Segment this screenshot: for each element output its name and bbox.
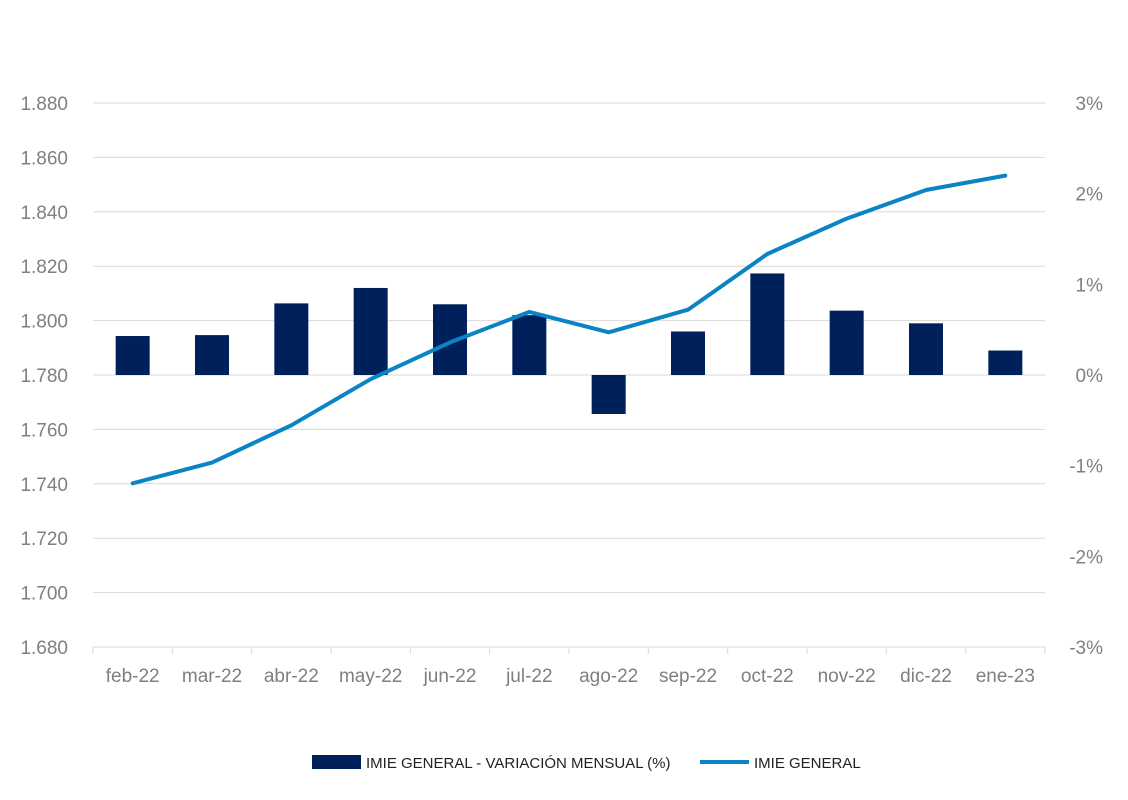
x-tick-label: jun-22 [423,666,477,687]
bar [195,335,229,375]
legend: IMIE GENERAL - VARIACIÓN MENSUAL (%) IMI… [312,755,861,772]
right-axis-ticks: -3% -2% -1% 0% 1% 2% 3% [1069,94,1103,659]
x-tick-label: sep-22 [659,666,717,687]
line-series [130,173,1008,486]
legend-bar-swatch [312,755,361,769]
bar [353,287,388,375]
bar [671,331,705,375]
left-tick-label: 1.820 [20,257,68,278]
right-tick-label: -1% [1069,457,1103,478]
left-tick-label: 1.740 [20,475,68,496]
left-axis-ticks: 1.680 1.700 1.720 1.740 1.760 1.780 1.800 1.820… [20,94,68,659]
left-tick-label: 1.800 [20,312,68,333]
bar-series [115,273,1023,414]
right-tick-label: -2% [1069,547,1103,568]
bar [750,273,785,375]
x-tick-label: jul-22 [505,666,552,687]
x-tick-label: may-22 [339,666,402,687]
bar [909,323,943,375]
right-tick-label: 3% [1076,94,1104,115]
left-tick-label: 1.840 [20,203,68,224]
left-tick-label: 1.720 [20,529,68,550]
bar [115,336,150,375]
legend-bar-label: IMIE GENERAL - VARIACIÓN MENSUAL (%) [366,755,671,772]
left-tick-label: 1.780 [20,366,68,387]
bar [274,303,309,375]
left-tick-label: 1.700 [20,584,68,605]
x-tick-label: feb-22 [106,666,160,687]
x-tick-label: ago-22 [579,666,638,687]
x-tick-label: mar-22 [182,666,242,687]
x-tick-label: dic-22 [900,666,952,687]
x-tick-label: oct-22 [741,666,794,687]
x-tick-label: ene-23 [976,666,1035,687]
right-tick-label: 1% [1076,275,1104,296]
x-axis-ticks: feb-22 mar-22 abr-22 may-22 jun-22 jul-22 ago-… [106,666,1035,687]
series-line [130,173,1008,486]
left-tick-label: 1.880 [20,94,68,115]
legend-line-label: IMIE GENERAL [754,755,861,772]
x-tick-label: nov-22 [818,666,876,687]
left-tick-label: 1.680 [20,638,68,659]
right-tick-label: 0% [1076,366,1104,387]
left-tick-label: 1.760 [20,420,68,441]
left-tick-label: 1.860 [20,148,68,169]
x-tick-label: abr-22 [264,666,319,687]
bar [829,310,864,375]
right-tick-label: 2% [1076,185,1104,206]
right-tick-label: -3% [1069,638,1103,659]
bar [591,375,626,414]
bar [512,315,547,375]
gridlines [92,102,1046,654]
bar [988,350,1023,375]
